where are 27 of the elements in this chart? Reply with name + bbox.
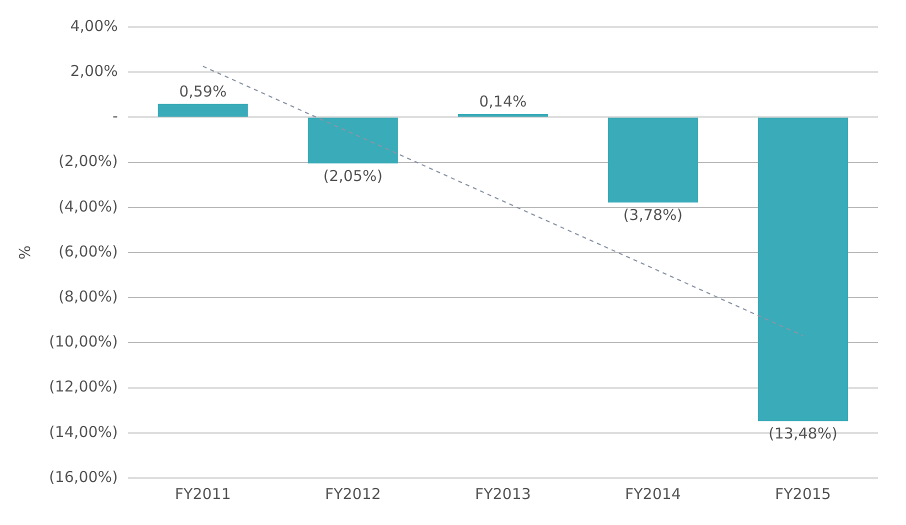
x-tick-label: FY2015 [775,484,831,503]
y-tick-label: 2,00% [70,62,118,80]
data-label: (13,48%) [768,424,838,443]
y-tick-label: (10,00%) [48,332,118,351]
bar [158,104,248,117]
data-label: (2,05%) [323,166,383,185]
x-tick-label: FY2013 [474,484,531,503]
data-label: 0,59% [179,82,227,100]
y-tick-label: (16,00%) [48,468,118,486]
bar [308,118,398,164]
y-tick-label: (2,00%) [58,152,118,170]
x-tick-label: FY2012 [324,484,381,503]
y-axis-title: % [16,245,34,260]
bar [758,118,848,422]
bar [608,118,698,202]
y-tick-label: (12,00%) [48,378,118,396]
x-tick-label: FY2011 [174,484,231,503]
y-tick-label: - [112,107,118,126]
y-tick-label: (4,00%) [58,197,118,216]
y-tick-label: (14,00%) [48,422,118,441]
data-label: 0,14% [479,92,527,110]
data-label: (3,78%) [623,206,683,224]
y-tick-label: 4,00% [70,16,118,35]
y-tick-label: (6,00%) [58,242,118,260]
y-tick-label: (8,00%) [58,287,118,306]
x-tick-label: FY2014 [624,484,681,503]
bar [458,114,548,117]
